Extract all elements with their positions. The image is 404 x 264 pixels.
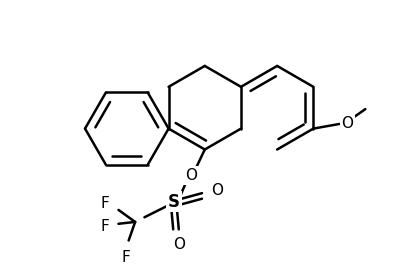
Text: O: O: [211, 183, 223, 198]
Text: F: F: [122, 250, 130, 264]
Text: F: F: [100, 196, 109, 211]
Text: O: O: [185, 168, 197, 183]
Text: O: O: [341, 116, 353, 131]
Text: O: O: [173, 237, 185, 252]
Text: F: F: [100, 219, 109, 234]
Text: S: S: [168, 192, 180, 210]
